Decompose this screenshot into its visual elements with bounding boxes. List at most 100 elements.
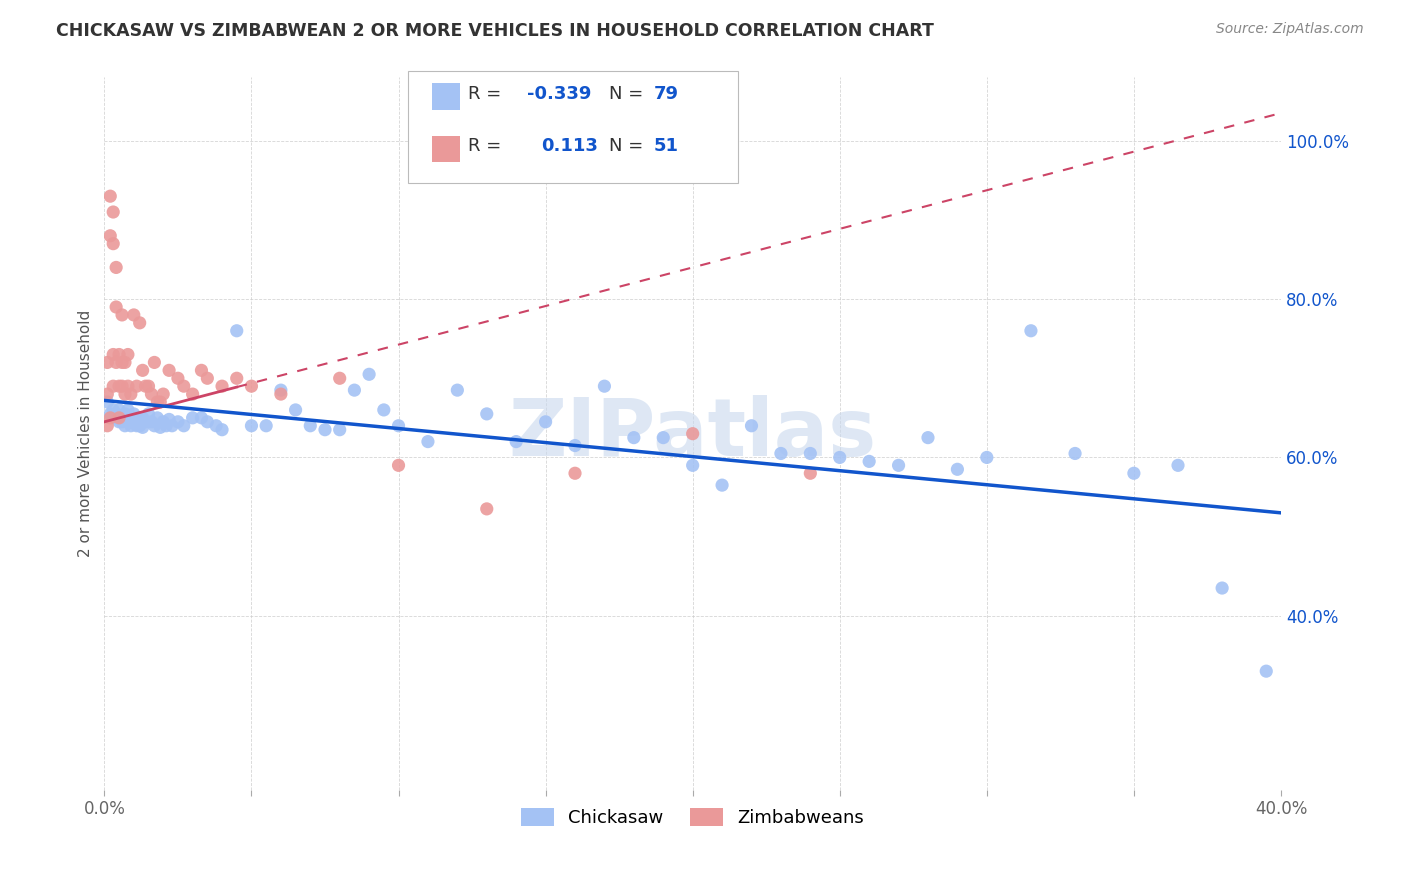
Point — [103, 205, 125, 219]
Point — [98, 410, 121, 425]
Point — [105, 410, 128, 425]
Point — [108, 403, 131, 417]
Point — [195, 415, 218, 429]
Text: CHICKASAW VS ZIMBABWEAN 2 OR MORE VEHICLES IN HOUSEHOLD CORRELATION CHART: CHICKASAW VS ZIMBABWEAN 2 OR MORE VEHICL… — [56, 22, 934, 40]
Point — [387, 418, 409, 433]
Point — [117, 403, 139, 417]
Point — [122, 308, 145, 322]
Text: R =: R = — [468, 85, 508, 103]
Point — [131, 420, 153, 434]
Point — [240, 379, 263, 393]
Point — [682, 426, 704, 441]
Point — [270, 387, 292, 401]
Point — [128, 316, 150, 330]
Point — [138, 379, 160, 393]
Point — [117, 410, 139, 425]
Point — [125, 379, 148, 393]
Point — [711, 478, 734, 492]
Point — [1167, 458, 1189, 473]
Point — [1122, 467, 1144, 481]
Point — [740, 418, 762, 433]
Point — [329, 423, 352, 437]
Point — [98, 407, 121, 421]
Point — [167, 371, 190, 385]
Point — [152, 415, 174, 429]
Point — [114, 387, 136, 401]
Point — [141, 415, 163, 429]
Point — [96, 387, 118, 401]
Point — [173, 379, 195, 393]
Point — [128, 418, 150, 433]
Point — [799, 446, 821, 460]
Point — [534, 415, 557, 429]
Point — [343, 383, 366, 397]
Point — [652, 431, 675, 445]
Text: N =: N = — [609, 137, 648, 155]
Point — [593, 379, 616, 393]
Y-axis label: 2 or more Vehicles in Household: 2 or more Vehicles in Household — [79, 310, 93, 558]
Point — [98, 228, 121, 243]
Point — [446, 383, 468, 397]
Point — [190, 363, 212, 377]
Point — [135, 379, 157, 393]
Point — [270, 383, 292, 397]
Point — [122, 415, 145, 429]
Point — [125, 410, 148, 425]
Text: N =: N = — [609, 85, 648, 103]
Point — [114, 355, 136, 369]
Point — [103, 379, 125, 393]
Point — [143, 355, 166, 369]
Point — [211, 423, 233, 437]
Point — [125, 418, 148, 433]
Point — [190, 410, 212, 425]
Point — [111, 308, 134, 322]
Point — [105, 355, 128, 369]
Point — [157, 412, 180, 426]
Point — [108, 410, 131, 425]
Point — [120, 415, 142, 429]
Point — [103, 236, 125, 251]
Point — [858, 454, 880, 468]
Point — [108, 415, 131, 429]
Point — [284, 403, 307, 417]
Point — [138, 407, 160, 421]
Point — [475, 501, 498, 516]
Point — [117, 379, 139, 393]
Point — [299, 418, 322, 433]
Point — [314, 423, 336, 437]
Point — [114, 418, 136, 433]
Point — [167, 415, 190, 429]
Point — [131, 363, 153, 377]
Point — [120, 387, 142, 401]
Point — [157, 363, 180, 377]
Text: ZIPatlas: ZIPatlas — [509, 394, 877, 473]
Point — [103, 347, 125, 361]
Point — [122, 407, 145, 421]
Point — [105, 260, 128, 275]
Point — [96, 355, 118, 369]
Point — [254, 418, 277, 433]
Point — [135, 415, 157, 429]
Point — [103, 403, 125, 417]
Point — [173, 418, 195, 433]
Point — [373, 403, 395, 417]
Point — [120, 418, 142, 433]
Point — [1256, 664, 1278, 678]
Point — [1019, 324, 1042, 338]
Point — [98, 189, 121, 203]
Point — [146, 395, 169, 409]
Point — [623, 431, 645, 445]
Point — [108, 347, 131, 361]
Point — [195, 371, 218, 385]
Point — [96, 418, 118, 433]
Point — [146, 410, 169, 425]
Point — [887, 458, 910, 473]
Text: 79: 79 — [654, 85, 679, 103]
Point — [1064, 446, 1087, 460]
Point — [141, 387, 163, 401]
Text: -0.339: -0.339 — [527, 85, 592, 103]
Point — [564, 438, 586, 452]
Point — [240, 418, 263, 433]
Point — [143, 418, 166, 433]
Point — [225, 324, 247, 338]
